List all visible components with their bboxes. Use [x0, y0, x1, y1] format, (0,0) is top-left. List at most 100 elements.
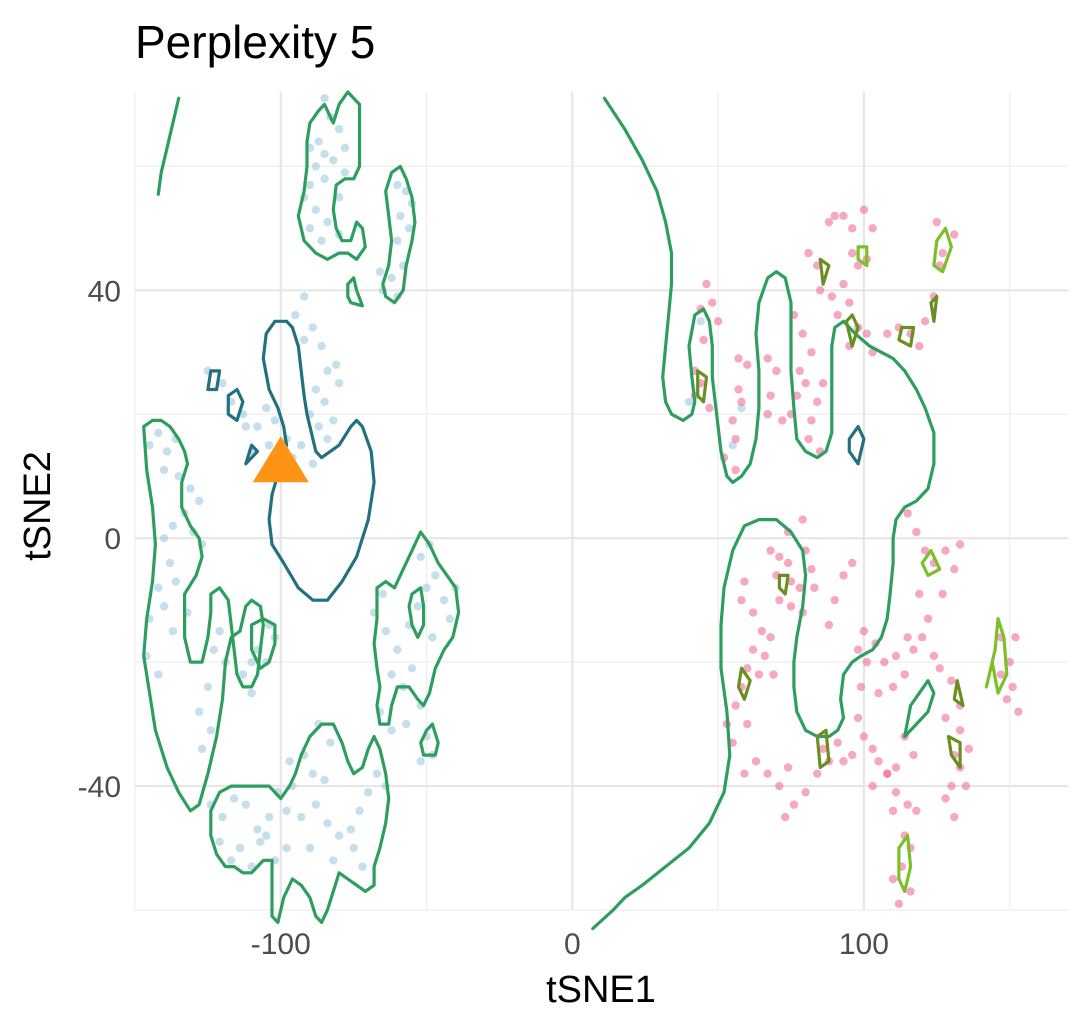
data-point: [247, 688, 256, 698]
data-point: [862, 657, 872, 667]
data-point: [162, 447, 172, 456]
data-point: [810, 583, 819, 592]
y-axis-title: tSNE2: [17, 451, 59, 561]
data-point: [215, 626, 224, 636]
data-point: [241, 422, 250, 431]
data-point: [731, 434, 740, 444]
data-point: [713, 317, 723, 326]
contour-line: [372, 530, 461, 726]
data-point: [241, 800, 250, 809]
contour-line: [844, 313, 860, 348]
data-point: [416, 757, 425, 766]
data-point: [238, 670, 248, 679]
x-tick-label: 100: [839, 928, 889, 961]
data-point: [775, 552, 784, 561]
data-point: [194, 496, 204, 506]
triangle-marker: [252, 436, 309, 483]
data-point: [253, 825, 262, 834]
data-point: [320, 149, 329, 159]
data-point: [159, 602, 169, 611]
data-point: [731, 465, 740, 475]
data-point: [754, 670, 764, 679]
data-point: [903, 509, 912, 518]
pink-points-series: [690, 205, 1023, 909]
data-point: [375, 267, 385, 276]
data-point: [334, 831, 344, 840]
data-point: [766, 391, 775, 400]
data-point: [331, 360, 341, 369]
data-point: [209, 645, 218, 654]
data-point: [320, 397, 329, 407]
data-point: [154, 670, 163, 679]
data-point: [317, 236, 326, 245]
data-point: [783, 558, 793, 568]
data-point: [912, 806, 921, 816]
contour-line: [818, 257, 831, 286]
data-point: [326, 738, 335, 747]
data-point: [168, 626, 178, 636]
data-point: [358, 862, 367, 871]
data-point: [929, 651, 939, 661]
data-point: [894, 899, 904, 909]
marker-layer: [252, 436, 309, 483]
data-point: [253, 422, 262, 431]
data-point: [349, 843, 358, 853]
blue-points-series: [142, 93, 746, 871]
data-point: [833, 310, 842, 320]
data-point: [807, 564, 816, 574]
data-point: [264, 441, 274, 450]
contour-line: [777, 573, 790, 596]
data-point: [801, 379, 810, 388]
data-point: [346, 825, 355, 834]
data-point: [839, 571, 848, 580]
data-point: [431, 571, 440, 580]
data-point: [378, 589, 388, 599]
data-point: [848, 248, 857, 258]
data-point: [920, 317, 930, 326]
data-point: [296, 441, 306, 450]
data-point: [708, 298, 717, 307]
data-point: [282, 806, 291, 816]
data-point: [859, 205, 869, 214]
data-point: [757, 626, 767, 636]
contour-line: [897, 834, 913, 893]
data-point: [909, 645, 918, 654]
data-point: [883, 329, 892, 338]
data-point: [262, 403, 271, 413]
data-point: [915, 589, 924, 599]
contour-line: [407, 586, 426, 639]
data-point: [827, 292, 837, 301]
data-point: [299, 335, 309, 345]
data-point: [334, 193, 344, 202]
data-point: [305, 224, 315, 233]
data-point: [853, 261, 863, 270]
data-point: [769, 670, 778, 679]
major-gridlines: [135, 92, 1068, 910]
data-point: [848, 224, 857, 233]
data-point: [381, 626, 390, 636]
data-point: [751, 757, 761, 766]
data-point: [317, 341, 326, 351]
data-point: [203, 682, 213, 692]
data-point: [830, 211, 839, 221]
data-point: [780, 812, 790, 822]
data-point: [734, 385, 743, 394]
data-point: [775, 781, 784, 791]
data-point: [778, 416, 787, 425]
data-point: [818, 379, 828, 388]
data-point: [311, 385, 320, 394]
data-point: [941, 546, 950, 555]
data-point: [262, 831, 271, 840]
data-point: [824, 620, 834, 630]
data-point: [839, 757, 848, 766]
data-point: [734, 354, 743, 363]
data-point: [888, 682, 898, 692]
data-point: [938, 589, 947, 599]
data-point: [795, 583, 804, 592]
data-point: [883, 769, 892, 778]
data-point: [818, 744, 828, 754]
data-point: [439, 595, 449, 605]
data-point: [853, 713, 863, 723]
data-point: [906, 887, 915, 896]
